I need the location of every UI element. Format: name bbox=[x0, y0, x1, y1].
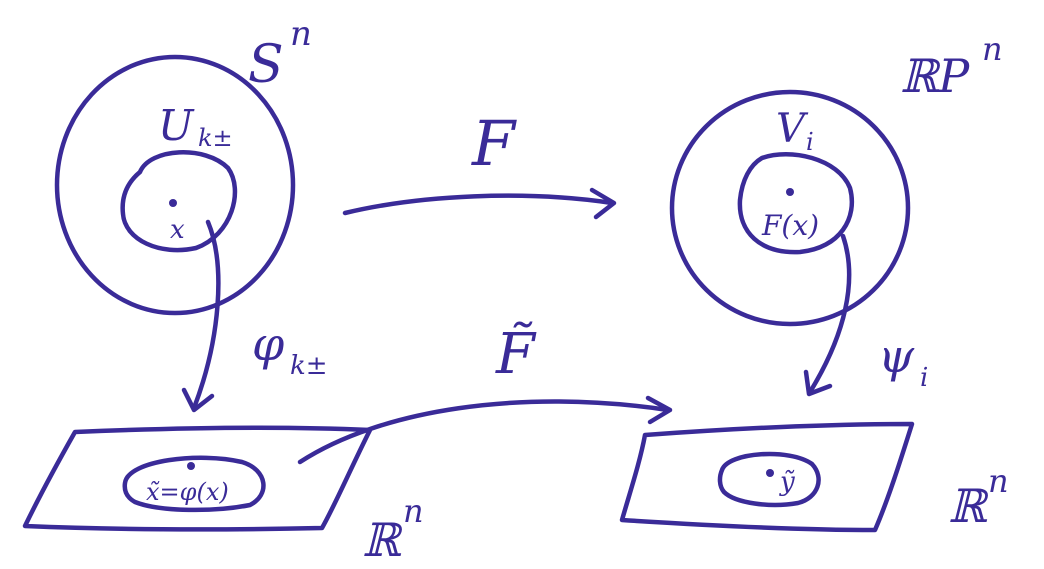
map-F-arrowhead bbox=[589, 187, 617, 220]
target-domain-label: V bbox=[776, 106, 809, 152]
map-F-label: F bbox=[471, 107, 517, 180]
chart-map-left-label: φ bbox=[252, 317, 285, 371]
euclidean-right-label: ℝ bbox=[948, 479, 989, 533]
local-point-right-label: ỹ bbox=[779, 467, 795, 497]
projective-inner-region bbox=[737, 152, 855, 255]
euclidean-left-plane bbox=[22, 425, 373, 532]
chart-map-right-arrow bbox=[807, 233, 852, 395]
local-point-left-dot bbox=[187, 462, 195, 470]
local-point-right-dot bbox=[766, 469, 774, 477]
projective-space-superscript: n bbox=[982, 30, 1003, 68]
euclidean-left-superscript: n bbox=[403, 492, 424, 530]
chart-map-left-arrow bbox=[191, 219, 221, 411]
euclidean-left-label: ℝ bbox=[362, 513, 403, 567]
projective-space-label: ℝP bbox=[900, 49, 970, 103]
local-map-arrowhead bbox=[645, 395, 673, 425]
chart-map-right-label: ψ bbox=[878, 329, 915, 383]
sphere-label: S bbox=[248, 35, 284, 95]
image-point-label: F(x) bbox=[761, 209, 819, 242]
sphere-inner-region bbox=[120, 150, 238, 253]
target-domain-subscript: i bbox=[806, 128, 814, 156]
image-point-dot bbox=[786, 188, 794, 196]
local-point-right-region bbox=[717, 451, 821, 508]
map-F-arrow bbox=[342, 193, 615, 216]
local-point-left-region bbox=[122, 455, 266, 513]
chart-map-left-arrowhead bbox=[181, 387, 215, 413]
local-map-label: F̃ bbox=[495, 321, 537, 387]
local-map-arrow bbox=[297, 399, 671, 465]
projective-outer-circle bbox=[669, 89, 911, 327]
point-x-dot bbox=[169, 199, 177, 207]
chart-map-right-arrowhead bbox=[803, 369, 833, 397]
sphere-outer-circle bbox=[54, 54, 296, 316]
chart-domain-label: U bbox=[158, 101, 195, 150]
sphere-label-superscript: n bbox=[290, 14, 312, 54]
euclidean-right-plane bbox=[619, 421, 915, 533]
local-point-left-label: x̃=φ(x) bbox=[146, 478, 229, 506]
chart-map-left-subscript: k± bbox=[290, 351, 328, 381]
euclidean-right-superscript: n bbox=[988, 462, 1009, 500]
chart-domain-subscript: k± bbox=[198, 124, 233, 152]
point-x-label: x bbox=[170, 215, 185, 245]
chart-map-right-subscript: i bbox=[920, 363, 928, 393]
